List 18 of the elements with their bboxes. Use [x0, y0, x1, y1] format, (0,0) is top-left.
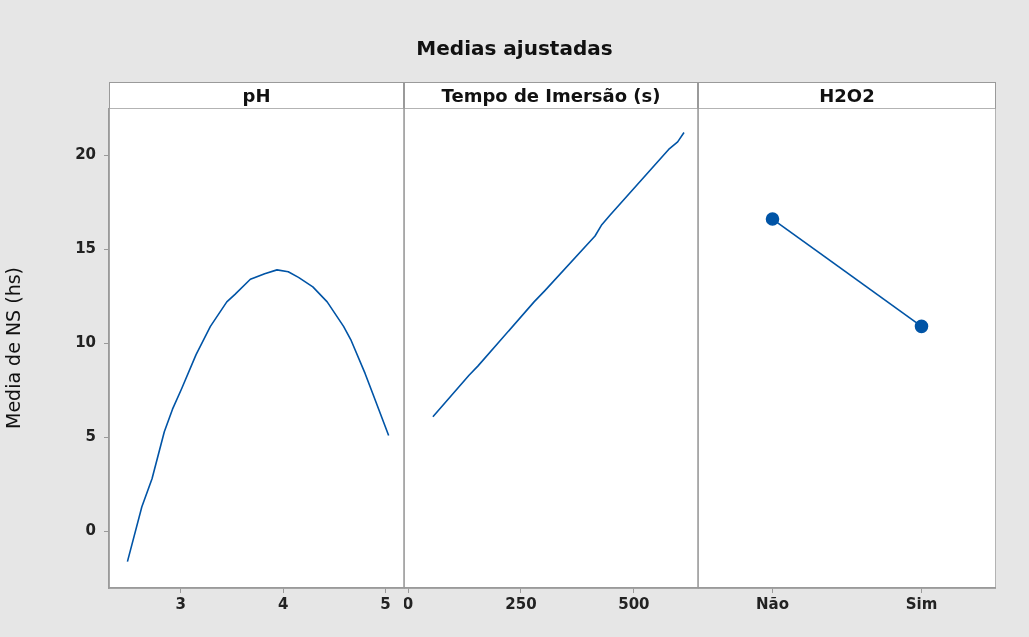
x-tick-label: 250 — [505, 594, 537, 613]
y-tick-label: 10 — [75, 333, 96, 352]
y-tick-label: 20 — [75, 144, 96, 163]
x-tick-label: Sim — [905, 594, 938, 613]
chart-title: H2O2 — [698, 82, 996, 108]
y-tick-label: 15 — [75, 239, 96, 258]
chart-title: Tempo de Imersão (s) — [404, 82, 698, 108]
y-tick-label: 5 — [85, 427, 96, 446]
x-tick-label: 500 — [618, 594, 650, 613]
text: Medias ajustadas — [415, 36, 614, 60]
chart-title: pH — [109, 82, 404, 108]
x-tick-label: 4 — [277, 594, 289, 613]
x-tick-label: Não — [756, 594, 789, 613]
x-tick-label: 0 — [402, 594, 414, 613]
y-tick-label: 0 — [85, 521, 96, 540]
y-axis-title: Media de NS (hs) — [2, 267, 25, 429]
x-tick-label: 3 — [175, 594, 186, 613]
x-tick-label: 5 — [380, 594, 391, 613]
